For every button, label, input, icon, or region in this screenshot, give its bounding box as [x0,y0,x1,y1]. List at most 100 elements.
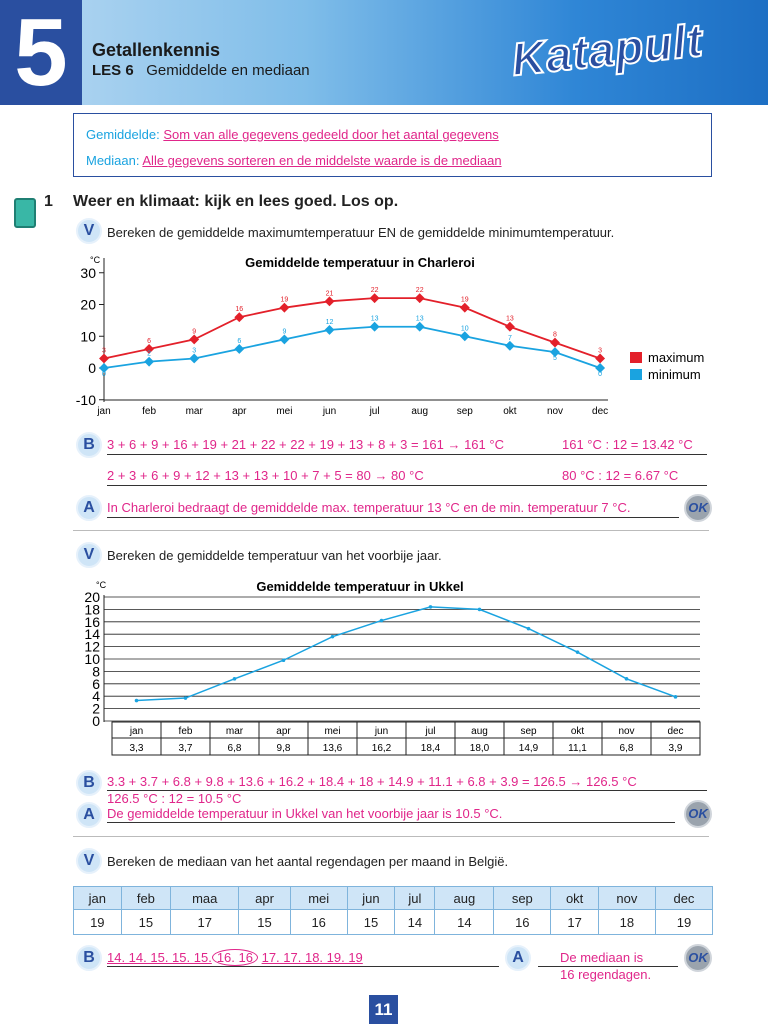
step-v-badge: V [76,542,102,568]
data-point [232,677,237,681]
x-tick-label: dec [592,406,608,417]
data-label: 9 [192,328,196,335]
x-tick-label: mei [276,406,292,417]
data-label: 7 [508,335,512,342]
data-point [504,340,515,351]
x-tick-label: jul [369,406,380,417]
x-tick-label: feb [142,406,156,417]
answer-text: De mediaan is [538,950,678,967]
data-label: 6,8 [620,743,634,754]
table-header-cell: mei [289,886,348,910]
header-banner [0,0,768,105]
data-point [504,321,515,332]
x-tick-label: dec [667,726,683,737]
calculator-icon [14,198,36,228]
x-tick-label: mar [186,406,204,417]
x-tick-label: sep [457,406,474,417]
legend-label: minimum [648,367,701,382]
x-tick-label: aug [411,406,428,417]
y-tick-label: 20 [84,589,100,605]
data-point [414,321,425,332]
ok-check-icon[interactable]: OK [684,494,712,522]
sorted-text: 14. 14. 15. 15. 15. [107,950,212,965]
definition-text: Alle gegevens sorteren en de middelste w… [142,153,502,168]
data-label: 13 [416,316,424,323]
step-a-badge: A [76,495,102,521]
table-header-cell: jun [346,886,396,910]
data-point [673,695,678,699]
x-tick-label: jun [322,406,336,417]
data-point [189,334,200,345]
data-label: 6 [147,338,151,345]
chart-title: Gemiddelde temperatuur in Charleroi [245,255,475,270]
ok-check-icon[interactable]: OK [684,944,712,972]
data-label: 14,9 [519,743,539,754]
data-point [183,696,188,700]
y-tick-label: 6 [92,676,100,692]
data-label: 9 [282,328,286,335]
calc-text: 3.3 + 3.7 + 6.8 + 9.8 + 13.6 + 16.2 + 18… [107,774,707,791]
data-point [189,353,200,364]
y-tick-label: 2 [92,701,100,717]
ok-check-icon[interactable]: OK [684,800,712,828]
calc-text: 2 + 3 + 6 + 9 + 12 + 13 + 13 + 10 + 7 + … [107,468,424,483]
data-label: 9,8 [277,743,291,754]
y-tick-label: 4 [92,688,100,704]
charleroi-chart: Gemiddelde temperatuur in Charleroi°C302… [76,255,705,417]
data-point [324,324,335,335]
data-point [234,312,245,323]
table-header-cell: jan [73,886,122,910]
calc-line-max: 3 + 6 + 9 + 16 + 19 + 21 + 22 + 22 + 19 … [107,437,707,455]
data-point [526,626,531,631]
table-cell: 16 [289,909,348,935]
data-point [144,344,155,354]
chapter-title: Getallenkennis [92,40,221,60]
data-point [459,331,470,342]
data-label: 8 [553,332,557,339]
lesson-label: LES 6 [92,62,134,79]
x-tick-label: jan [129,726,143,737]
x-tick-label: mei [324,726,340,737]
data-label: 10 [461,325,469,332]
x-tick-label: apr [232,406,247,417]
question-text: Bereken de gemiddelde maximumtemperatuur… [107,225,615,240]
y-tick-label: 0 [92,713,100,729]
data-point [99,353,109,364]
x-tick-label: nov [547,406,563,417]
series-line [136,606,676,702]
data-point [477,607,482,612]
step-b-badge: B [76,432,102,458]
data-label: 13 [371,316,379,323]
table-cell: 15 [346,909,396,935]
legend-swatch [630,352,642,363]
x-tick-label: sep [520,726,537,737]
table-header-cell: nov [597,886,656,910]
data-label: 0 [102,371,106,378]
lesson-title: Gemiddelde en mediaan [146,62,310,79]
definition-text: Som van alle gegevens gedeeld door het a… [163,127,499,142]
question-text: Bereken de mediaan van het aantal regend… [107,854,509,869]
y-tick-label: 8 [92,663,100,679]
x-tick-label: aug [471,726,488,737]
y-tick-label: 10 [84,651,100,667]
data-point [459,302,470,313]
x-tick-label: okt [503,406,517,417]
definition-term: Gemiddelde: [86,127,160,142]
chart-title: Gemiddelde temperatuur in Ukkel [256,579,463,594]
data-label: 11,1 [568,743,587,754]
data-label: 5 [553,355,557,362]
table-header-row: jan feb maa apr mei jun jul aug sep okt nov dec [73,886,714,910]
data-label: 16,2 [372,743,392,754]
page-number: 11 [369,995,398,1024]
exercise-title: Weer en klimaat: kijk en lees goed. Los … [73,193,399,210]
y-tick-label: 20 [80,297,96,313]
data-label: 16 [235,306,243,313]
table-cell: 15 [120,909,172,935]
y-tick-label: 16 [84,614,100,630]
chapter-number: 5 [0,0,82,105]
rain-days-table: jan feb maa apr mei jun jul aug sep okt nov dec 19 1… [73,886,714,935]
x-tick-label: nov [618,726,634,737]
data-label: 3,7 [179,743,193,754]
table-cell: 16 [493,909,552,935]
y-tick-label: -10 [76,392,96,408]
